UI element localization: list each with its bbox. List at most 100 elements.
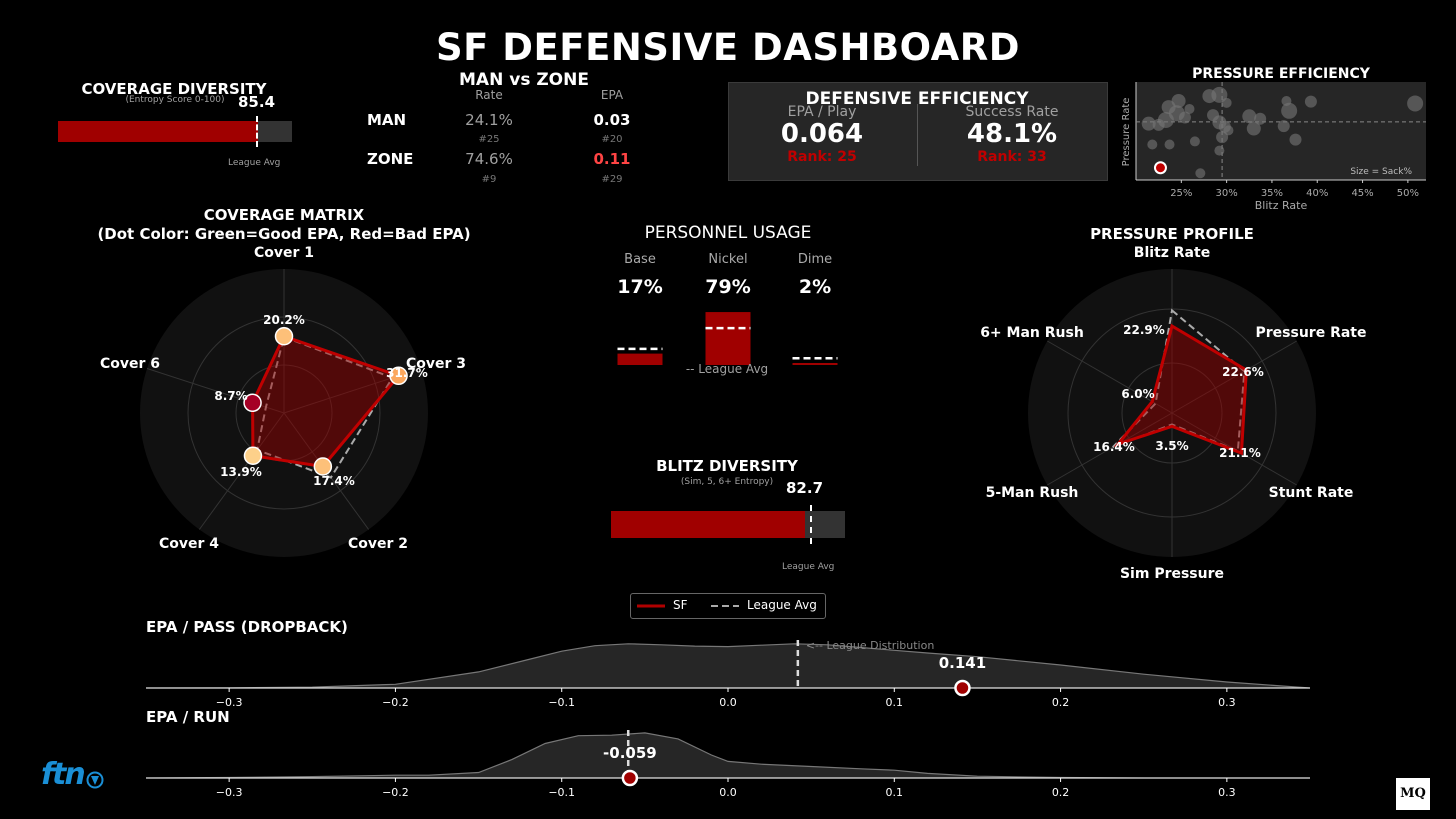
radar-axis-label: Cover 4 [159, 536, 219, 552]
legend-sf-swatch [637, 604, 665, 608]
blitz-diversity-bar-fill [611, 511, 805, 538]
personnel-bar [792, 363, 838, 365]
success-rate-value: 48.1% [966, 119, 1058, 149]
coverage-diversity-bar-fill [58, 121, 258, 142]
radar-axis-label: Stunt Rate [1269, 485, 1354, 501]
defensive-efficiency-panel [728, 82, 1108, 181]
coverage-diversity-league-label: League Avg [228, 158, 281, 168]
zone-rate: 74.6% [465, 150, 513, 168]
pe-ylabel: Pressure Rate [1121, 98, 1132, 167]
pe-team-point [1289, 133, 1302, 146]
pe-xlabel: Blitz Rate [1255, 199, 1308, 212]
epa-x-tick-label: −0.1 [548, 786, 575, 799]
radar-axis-label: Cover 6 [100, 356, 160, 372]
pe-team-point [1304, 95, 1317, 108]
pe-team-point [1211, 86, 1228, 103]
epa-x-tick-label: −0.2 [382, 786, 409, 799]
epa-x-tick-label: 0.2 [1052, 786, 1070, 799]
radar-sf-polygon [251, 334, 402, 469]
coverage-diversity-value: 85.4 [238, 93, 276, 111]
coverage-diversity-title: COVERAGE DIVERSITY [81, 80, 267, 98]
coverage-matrix-chart: Cover 1 Cover 3 Cover 2 Cover 4 Cover 6 20.2%… [100, 245, 466, 557]
pe-x-tick-label: 40% [1306, 188, 1328, 199]
radar-value-label: 22.9% [1123, 323, 1165, 337]
pe-team-point [1221, 97, 1232, 108]
radar-value-label: 20.2% [263, 313, 305, 327]
pe-team-point [1277, 120, 1290, 133]
radar-spoke [1171, 340, 1297, 414]
zone-epa: 0.11 [593, 150, 631, 168]
pe-size-note: Size = Sack% [1350, 167, 1412, 177]
epa-x-tick-label: 0.2 [1052, 696, 1070, 709]
personnel-group-pct: 17% [617, 276, 662, 298]
mq-logo: MQ [1396, 778, 1430, 810]
man-label: MAN [367, 111, 407, 129]
pe-team-point [1141, 116, 1156, 131]
coverage-diversity-subtitle: (Entropy Score 0-100) [125, 95, 225, 105]
pe-team-point [1147, 139, 1158, 150]
man-rate: 24.1% [465, 111, 513, 129]
epa-x-tick-label: −0.3 [216, 786, 243, 799]
radar-axis-label: Cover 2 [348, 536, 408, 552]
epa-x-tick-label: 0.3 [1218, 696, 1236, 709]
radar-value-label: 31.7% [386, 366, 428, 380]
radar-league-polygon [256, 335, 394, 479]
radar-value-dot [313, 457, 333, 476]
pe-team-point [1178, 111, 1191, 124]
blitz-diversity-bar [611, 511, 845, 538]
pe-x-tick-label: 25% [1170, 188, 1192, 199]
blitz-diversity-title: BLITZ DIVERSITY [656, 457, 798, 475]
radar-value-dot [243, 446, 263, 465]
ftn-logo: ftn [41, 757, 86, 792]
pe-team-point [1246, 121, 1261, 136]
epa-x-tick-label: −0.1 [548, 696, 575, 709]
radar-value-dot [274, 326, 294, 346]
pe-x-tick-label: 30% [1216, 188, 1238, 199]
legend-league-swatch [711, 605, 739, 607]
success-rate-label: Success Rate [965, 104, 1059, 120]
coverage-matrix-subtitle: (Dot Color: Green=Good EPA, Red=Bad EPA) [97, 225, 471, 243]
pressure-efficiency-title: PRESSURE EFFICIENCY [1192, 66, 1370, 82]
radar-value-label: 3.5% [1155, 439, 1188, 453]
radar-value-dot [389, 366, 408, 386]
personnel-bar [617, 353, 663, 365]
radar-spoke [1047, 412, 1173, 486]
pressure-profile-chart: Blitz Rate Pressure Rate Stunt Rate Sim Pre… [980, 245, 1366, 582]
ftn-logo-icon [86, 771, 104, 789]
epa-pass-title: EPA / PASS (DROPBACK) [146, 618, 348, 636]
man-zone-rate-header: Rate [475, 88, 503, 102]
epa-per-play-label: EPA / Play [787, 104, 857, 120]
epa-x-tick-label: 0.3 [1218, 786, 1236, 799]
epa-run-title: EPA / RUN [146, 708, 230, 726]
legend-sf-label: SF [673, 598, 688, 612]
radar-value-dot [243, 393, 262, 413]
epa-sf-marker [954, 679, 971, 697]
radar-value-label: 17.4% [313, 474, 355, 488]
pe-team-point [1254, 112, 1267, 125]
personnel-group-name: Nickel [708, 252, 747, 267]
epa-x-tick-label: 0.1 [886, 786, 904, 799]
blitz-diversity-value: 82.7 [786, 479, 824, 497]
blitz-diversity-league-marker [810, 505, 813, 544]
epa-pass-chart: −0.3 −0.2 −0.1 0.0 0.1 0.2 0.3 <-- League Distr… [145, 639, 1311, 709]
coverage-diversity-bar [58, 121, 292, 142]
success-rate-rank: Rank: 33 [977, 149, 1047, 165]
pressure-profile-title: PRESSURE PROFILE [1090, 225, 1254, 243]
pe-team-point [1214, 145, 1225, 156]
personnel-bar [705, 312, 751, 365]
zone-label: ZONE [367, 150, 414, 168]
personnel-group-name: Dime [798, 252, 832, 267]
coverage-diversity-league-marker [255, 116, 258, 147]
radar-sf-polygon [1113, 323, 1248, 456]
personnel-group-name: Base [624, 252, 656, 267]
coverage-matrix-title: COVERAGE MATRIX [203, 206, 365, 224]
chart-legend: SF League Avg [630, 593, 826, 619]
radar-axis-label: Sim Pressure [1120, 566, 1224, 582]
epa-sf-value-label: -0.059 [603, 744, 657, 762]
man-epa: 0.03 [593, 111, 631, 129]
radar-axis-label: Cover 3 [406, 356, 466, 372]
personnel-league-note: -- League Avg [685, 362, 769, 376]
defensive-efficiency-title: DEFENSIVE EFFICIENCY [805, 89, 1029, 109]
radar-axis-label: Cover 1 [254, 245, 314, 261]
epa-sf-marker [621, 769, 639, 787]
